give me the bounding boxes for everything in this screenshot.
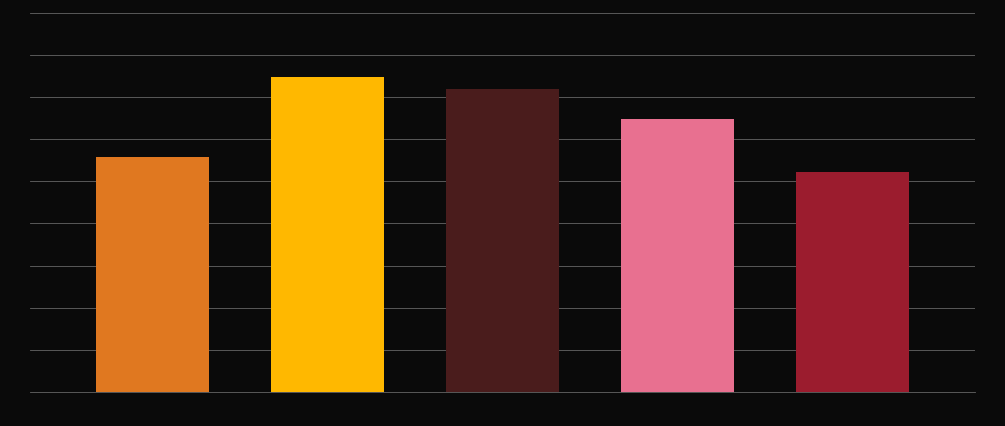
Bar (796, 172, 910, 392)
Bar (445, 89, 560, 392)
Bar (270, 77, 384, 392)
Bar (95, 157, 209, 392)
Bar (620, 119, 735, 392)
